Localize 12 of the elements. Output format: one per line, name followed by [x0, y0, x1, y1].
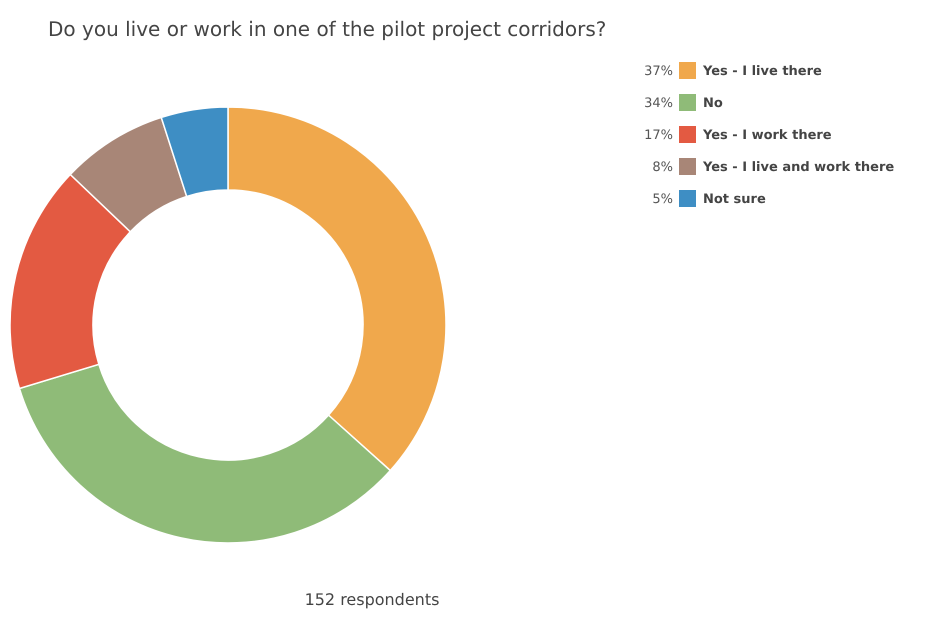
legend-label: Not sure	[703, 192, 766, 207]
data-label: 34%	[644, 96, 673, 111]
data-label: 5%	[652, 192, 673, 207]
legend-label: No	[703, 96, 723, 111]
data-label: 17%	[644, 128, 673, 143]
legend-label: Yes - I work there	[702, 128, 832, 143]
legend-label: Yes - I live there	[702, 64, 822, 79]
chart-title: Do you live or work in one of the pilot project corridors?	[48, 17, 606, 41]
data-label: 8%	[652, 160, 673, 175]
legend-label: Yes - I live and work there	[702, 160, 894, 175]
text: 152 respondents	[304, 590, 440, 609]
data-label: 37%	[644, 64, 673, 79]
